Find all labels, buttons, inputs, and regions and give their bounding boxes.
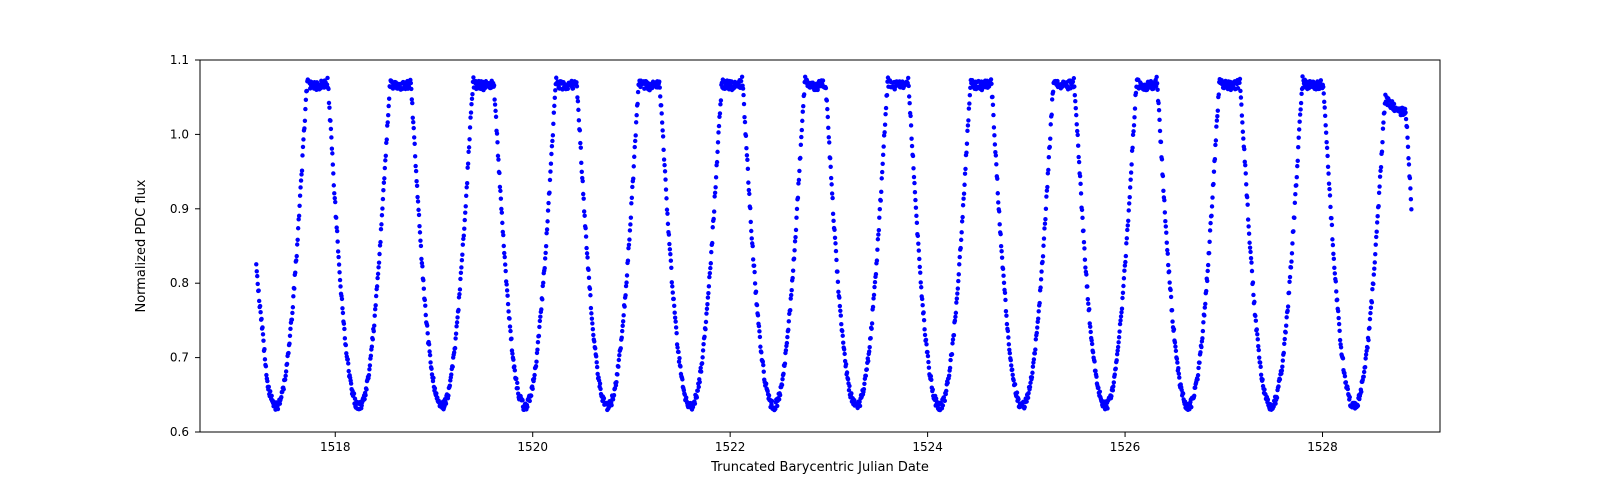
y-ticks: 0.6 0.7 0.8 0.9 1.0 1.1 <box>170 53 200 439</box>
y-tick-label: 0.7 <box>170 351 189 365</box>
x-tick-label: 1528 <box>1307 440 1338 454</box>
x-tick-label: 1526 <box>1110 440 1141 454</box>
y-tick-label: 0.8 <box>170 276 189 290</box>
chart-svg: 1518 1520 1522 1524 1526 1528 0.6 0.7 0.8 0.9 1.0… <box>0 0 1600 500</box>
x-tick-label: 1522 <box>715 440 746 454</box>
y-tick-label: 0.6 <box>170 425 189 439</box>
y-tick-label: 0.9 <box>170 202 189 216</box>
x-tick-label: 1520 <box>517 440 548 454</box>
lightcurve-chart: 1518 1520 1522 1524 1526 1528 0.6 0.7 0.8 0.9 1.0… <box>0 0 1600 500</box>
x-axis-label: Truncated Barycentric Julian Date <box>710 460 929 475</box>
x-tick-label: 1518 <box>320 440 351 454</box>
y-tick-label: 1.0 <box>170 127 189 141</box>
y-axis-label: Normalized PDC flux <box>134 179 149 312</box>
y-tick-label: 1.1 <box>170 53 189 67</box>
plot-background <box>200 60 1440 432</box>
x-tick-label: 1524 <box>912 440 943 454</box>
x-ticks: 1518 1520 1522 1524 1526 1528 <box>320 432 1338 454</box>
